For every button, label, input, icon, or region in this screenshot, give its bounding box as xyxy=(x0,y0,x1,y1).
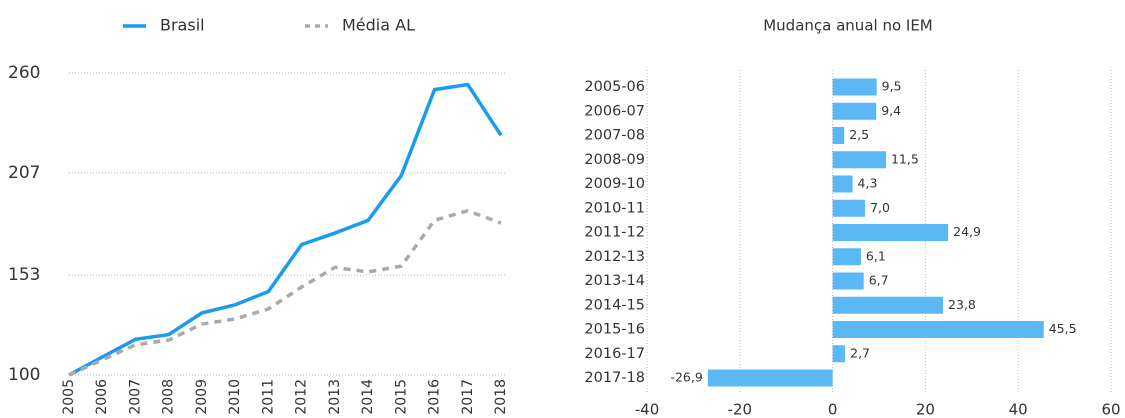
x-tick-label: 2017 xyxy=(460,379,476,415)
y-tick-label: 2015-16 xyxy=(584,322,645,338)
y-tick-label: 207 xyxy=(8,163,40,183)
line-series xyxy=(68,208,502,377)
x-tick-label: 2010 xyxy=(227,379,243,415)
bar xyxy=(832,296,944,314)
x-tick-label: 2014 xyxy=(360,379,376,415)
bar xyxy=(832,248,861,266)
x-tick-label: 0 xyxy=(828,401,838,418)
value-label: 9,5 xyxy=(882,79,902,94)
y-tick-label: 2014-15 xyxy=(584,297,645,313)
y-tick-label: 2008-09 xyxy=(584,152,645,168)
y-tick-label: 100 xyxy=(8,365,40,385)
bar xyxy=(832,199,866,217)
y-tick-label: 2013-14 xyxy=(584,273,645,289)
y-tick-label: 2006-07 xyxy=(584,103,645,119)
y-tick-label: 2010-11 xyxy=(584,200,645,216)
x-tick-label: 2007 xyxy=(127,379,143,415)
y-tick-label: 2012-13 xyxy=(584,249,645,265)
line-series xyxy=(68,82,503,377)
chart-title: Mudança anual no IEM xyxy=(763,17,933,35)
x-tick-label: 2011 xyxy=(260,379,276,415)
y-tick-label: 2016-17 xyxy=(584,346,645,362)
value-label: 11,5 xyxy=(891,151,919,166)
x-tick-label: 20 xyxy=(916,401,935,418)
bar xyxy=(832,272,864,290)
bar xyxy=(832,102,877,120)
x-tick-label: -20 xyxy=(728,401,753,418)
value-label: 24,9 xyxy=(953,224,981,239)
value-label: 2,7 xyxy=(850,345,870,360)
y-tick-label: 260 xyxy=(8,63,40,83)
legend-label: Brasil xyxy=(160,16,205,35)
bar xyxy=(832,321,1044,338)
value-label: 23,8 xyxy=(948,297,976,312)
value-label: 4,3 xyxy=(858,176,878,191)
value-label: 45,5 xyxy=(1049,321,1077,336)
value-label: -26,9 xyxy=(670,370,702,385)
legend-label: Média AL xyxy=(342,16,415,35)
value-label: 2,5 xyxy=(849,127,869,142)
x-tick-label: 2005 xyxy=(61,379,77,415)
value-label: 6,1 xyxy=(866,248,886,263)
x-tick-label: 40 xyxy=(1009,401,1028,418)
x-tick-label: 2016 xyxy=(427,379,443,415)
bar xyxy=(832,151,886,169)
y-tick-label: 2011-12 xyxy=(584,225,645,241)
bar xyxy=(832,78,877,96)
x-tick-label: 2012 xyxy=(294,379,310,415)
y-tick-label: 2017-18 xyxy=(584,370,645,386)
x-tick-label: -40 xyxy=(635,401,660,418)
x-tick-label: 2015 xyxy=(393,379,409,415)
y-tick-label: 2009-10 xyxy=(584,176,645,192)
y-tick-label: 2007-08 xyxy=(584,128,645,144)
bar xyxy=(707,369,833,387)
bar xyxy=(832,345,846,363)
bar xyxy=(832,175,853,193)
value-label: 9,4 xyxy=(881,103,901,118)
y-tick-label: 2005-06 xyxy=(584,79,645,95)
bar xyxy=(832,224,949,241)
x-tick-label: 2018 xyxy=(493,379,509,415)
x-tick-label: 2006 xyxy=(94,379,110,415)
x-tick-label: 2008 xyxy=(161,379,177,415)
value-label: 6,7 xyxy=(869,273,889,288)
x-tick-label: 2009 xyxy=(194,379,210,415)
x-tick-label: 60 xyxy=(1101,401,1120,418)
y-tick-label: 153 xyxy=(8,265,40,285)
x-tick-label: 2013 xyxy=(327,379,343,415)
bar xyxy=(832,127,845,144)
value-label: 7,0 xyxy=(870,200,890,215)
